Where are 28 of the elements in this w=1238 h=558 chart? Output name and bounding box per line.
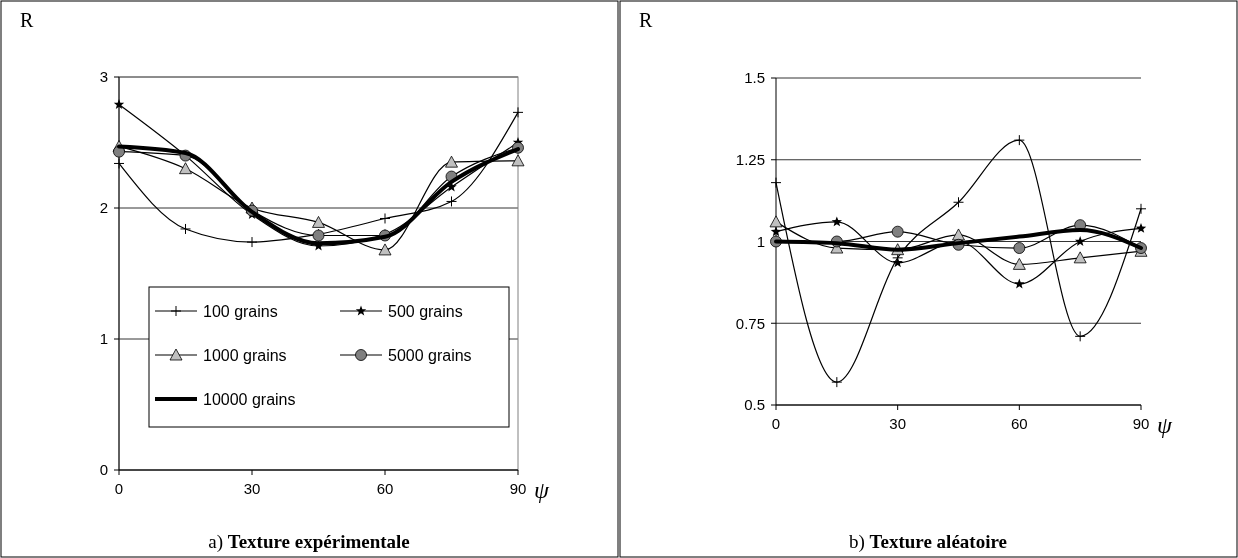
text: b) Texture aléatoire	[849, 531, 1007, 553]
legend-label: 10000 grains	[203, 390, 296, 408]
y-tick-label: 1.5	[744, 69, 765, 87]
x-axis-title: ψ	[1157, 412, 1173, 438]
x-tick-label: 90	[1132, 415, 1150, 432]
x-tick-label: 0	[114, 480, 124, 497]
y-tick-label: 0	[99, 461, 108, 479]
legend-label: 500 grains	[388, 302, 463, 320]
legend-label: 1000 grains	[203, 346, 287, 364]
legend-label: 5000 grains	[388, 346, 472, 364]
x-tick-label: 90	[509, 480, 527, 497]
y-tick-label: 1	[756, 232, 765, 250]
y-tick-label: 1	[99, 330, 108, 348]
y-axis-title: R	[639, 9, 653, 31]
y-tick-label: 2	[99, 199, 108, 217]
x-tick-label: 30	[889, 415, 907, 432]
y-tick-label: 1.25	[735, 151, 765, 168]
y-axis-title: R	[20, 9, 34, 31]
y-tick-label: 0.5	[744, 396, 765, 414]
y-tick-label: 0.75	[735, 314, 765, 332]
y-tick-label: 3	[99, 68, 108, 86]
text: a) Texture expérimentale	[208, 531, 410, 553]
x-tick-label: 60	[376, 480, 394, 497]
legend-label: 100 grains	[203, 302, 278, 320]
x-axis-title: ψ	[534, 477, 550, 503]
x-tick-label: 60	[1010, 415, 1028, 432]
x-tick-label: 0	[771, 415, 781, 432]
x-tick-label: 30	[243, 480, 261, 497]
